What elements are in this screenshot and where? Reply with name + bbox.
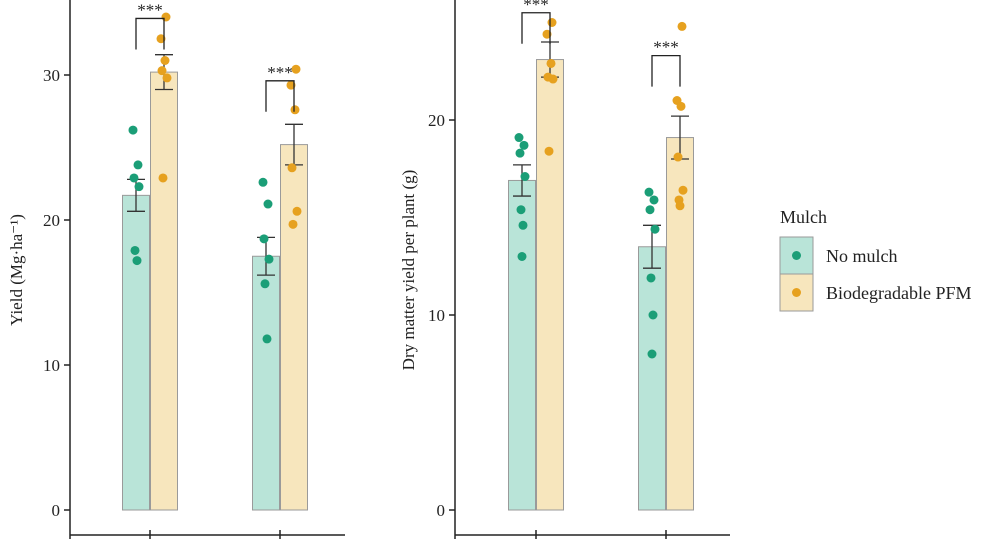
data-point-pfm xyxy=(546,58,556,68)
data-point-no-mulch xyxy=(129,173,139,183)
data-point-no-mulch xyxy=(648,310,658,320)
significance-bracket xyxy=(651,55,681,87)
data-point-no-mulch xyxy=(260,279,270,289)
significance-bracket xyxy=(521,12,551,44)
data-point-pfm xyxy=(544,146,554,156)
data-point-no-mulch xyxy=(520,172,530,182)
data-point-no-mulch xyxy=(259,234,269,244)
y-tick-label: 20 xyxy=(428,111,445,130)
data-point-pfm xyxy=(156,34,166,44)
y-tick-label: 0 xyxy=(437,501,446,520)
yield-panel: 0 10 20 30 Yield (Mg·ha⁻¹) *** *** xyxy=(7,0,345,539)
bar-no-mulch xyxy=(638,246,666,511)
data-point-pfm xyxy=(162,73,172,83)
data-point-pfm xyxy=(542,29,552,39)
data-point-no-mulch xyxy=(646,273,656,283)
legend-label-pfm: Biodegradable PFM xyxy=(826,283,972,303)
data-point-pfm xyxy=(675,201,685,211)
y-axis-title: Yield (Mg·ha⁻¹) xyxy=(7,214,26,326)
data-point-no-mulch xyxy=(650,224,660,234)
data-point-no-mulch xyxy=(649,195,659,205)
data-point-no-mulch xyxy=(517,252,527,261)
significance-bracket xyxy=(135,17,165,50)
legend-title: Mulch xyxy=(780,207,827,227)
data-point-no-mulch xyxy=(262,334,272,344)
data-point-no-mulch xyxy=(514,133,524,143)
legend: Mulch No mulch Biodegradable PFM xyxy=(779,207,972,312)
data-point-pfm xyxy=(286,80,296,90)
bar-no-mulch xyxy=(508,179,536,511)
data-point-no-mulch xyxy=(258,177,268,187)
data-point-no-mulch xyxy=(264,254,274,264)
data-point-pfm xyxy=(290,105,300,115)
data-point-no-mulch xyxy=(134,182,144,192)
data-point-pfm xyxy=(158,173,168,183)
y-tick-label: 30 xyxy=(43,66,60,85)
legend-label-no-mulch: No mulch xyxy=(826,246,898,266)
data-point-no-mulch xyxy=(515,148,525,158)
bar-pfm xyxy=(150,71,178,511)
data-point-pfm xyxy=(676,101,686,111)
data-point-pfm xyxy=(160,56,170,65)
significance-bracket xyxy=(265,80,295,112)
y-axis-title: Dry matter yield per plant (g) xyxy=(399,170,418,371)
y-tick-label: 10 xyxy=(43,356,60,375)
data-point-no-mulch xyxy=(263,199,273,209)
data-point-no-mulch xyxy=(644,187,654,197)
bar-pfm xyxy=(280,144,308,511)
data-point-pfm xyxy=(292,206,302,216)
legend-point-no-mulch xyxy=(792,251,801,260)
significance-label: *** xyxy=(523,0,549,14)
significance-label: *** xyxy=(653,38,679,57)
data-point-no-mulch xyxy=(647,349,657,359)
data-point-no-mulch xyxy=(516,205,526,215)
dry-matter-panel: 0 10 20 Dry matter yield per plant (g) *** **… xyxy=(399,0,730,539)
data-point-no-mulch xyxy=(132,256,142,266)
data-point-pfm xyxy=(161,12,171,22)
significance-label: *** xyxy=(267,63,293,82)
bar-no-mulch xyxy=(252,255,280,511)
data-point-pfm xyxy=(547,18,557,27)
data-point-pfm xyxy=(678,185,688,195)
data-point-pfm xyxy=(677,21,687,31)
data-point-no-mulch xyxy=(519,140,529,150)
data-point-pfm xyxy=(291,64,301,74)
y-tick-label: 0 xyxy=(52,501,61,520)
significance-label: *** xyxy=(137,0,163,19)
data-point-pfm xyxy=(548,74,558,84)
y-tick-label: 10 xyxy=(428,306,445,325)
data-point-no-mulch xyxy=(518,220,528,230)
bar-pfm xyxy=(536,59,564,511)
data-point-no-mulch xyxy=(645,205,655,215)
legend-point-pfm xyxy=(792,288,801,297)
bar-no-mulch xyxy=(122,194,150,511)
y-tick-label: 20 xyxy=(43,211,60,230)
data-point-no-mulch xyxy=(130,245,140,255)
data-point-no-mulch xyxy=(128,125,138,135)
data-point-pfm xyxy=(287,163,297,173)
data-point-pfm xyxy=(288,219,298,229)
data-point-no-mulch xyxy=(133,160,143,170)
data-point-pfm xyxy=(157,66,167,76)
data-point-pfm xyxy=(673,152,683,162)
